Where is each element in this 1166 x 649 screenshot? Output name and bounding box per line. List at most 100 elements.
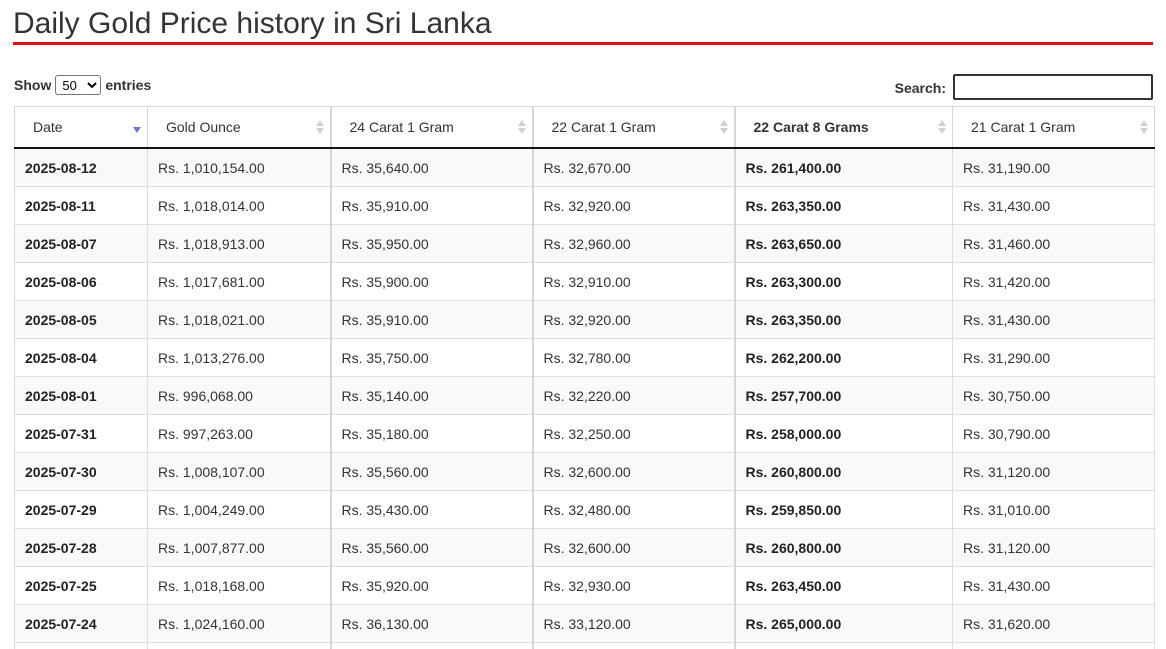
cell-22-carat-1-gram: Rs. 32,910.00 bbox=[531, 262, 735, 301]
cell-22-carat-1-gram: Rs. 32,780.00 bbox=[531, 338, 735, 377]
cell-24-carat-1-gram: Rs. 35,910.00 bbox=[329, 300, 533, 339]
cell-gold-ounce: Rs. 1,017,681.00 bbox=[147, 262, 331, 301]
column-header-gold-ounce[interactable]: Gold Ounce bbox=[147, 106, 331, 149]
table-header-row: Date Gold Ounce 24 Carat 1 Gram 22 Carat… bbox=[14, 106, 1155, 149]
cell-24-carat-1-gram: Rs. 35,920.00 bbox=[329, 566, 533, 605]
cell-gold-ounce: Rs. 1,013,276.00 bbox=[147, 338, 331, 377]
sort-descending-icon bbox=[133, 120, 141, 136]
title-underline bbox=[13, 42, 1153, 45]
cell-22-carat-8-grams: Rs. 257,700.00 bbox=[733, 376, 953, 415]
cell-date: 2025-08-05 bbox=[14, 300, 148, 339]
cell-22-carat-8-grams: Rs. 265,000.00 bbox=[733, 604, 953, 643]
column-header-label: Date bbox=[33, 119, 63, 135]
cell-date: 2025-07-29 bbox=[14, 490, 148, 529]
column-header-24-carat-1-gram[interactable]: 24 Carat 1 Gram bbox=[329, 106, 533, 149]
column-header-label: 21 Carat 1 Gram bbox=[971, 119, 1076, 135]
table-row: 2025-08-07 Rs. 1,018,913.00 Rs. 35,950.0… bbox=[14, 224, 1155, 263]
cell-21-carat-1-gram: Rs. 31,120.00 bbox=[952, 452, 1155, 491]
cell-gold-ounce: Rs. 1,004,249.00 bbox=[147, 490, 331, 529]
cell-21-carat-1-gram: Rs. 31,430.00 bbox=[952, 300, 1155, 339]
table-row: 2025-07-30 Rs. 1,008,107.00 Rs. 35,560.0… bbox=[14, 452, 1155, 491]
search-label: Search: bbox=[894, 80, 946, 96]
cell-gold-ounce: Rs. 996,068.00 bbox=[147, 376, 331, 415]
cell-24-carat-1-gram: Rs. 35,430.00 bbox=[329, 490, 533, 529]
cell-22-carat-1-gram: Rs. 32,480.00 bbox=[531, 490, 735, 529]
cell-22-carat-8-grams: Rs. 263,350.00 bbox=[733, 300, 953, 339]
table-row: 2025-08-11 Rs. 1,018,014.00 Rs. 35,910.0… bbox=[14, 186, 1155, 225]
column-header-label: Gold Ounce bbox=[166, 119, 241, 135]
cell-22-carat-1-gram: Rs. 32,600.00 bbox=[531, 452, 735, 491]
cell-24-carat-1-gram: Rs. 35,140.00 bbox=[329, 376, 533, 415]
cell-21-carat-1-gram: Rs. 30,790.00 bbox=[952, 414, 1155, 453]
cell-gold-ounce: Rs. 1,008,107.00 bbox=[147, 452, 331, 491]
cell-22-carat-8-grams bbox=[733, 642, 953, 649]
cell-22-carat-1-gram: Rs. 32,920.00 bbox=[531, 300, 735, 339]
cell-gold-ounce: Rs. 1,018,021.00 bbox=[147, 300, 331, 339]
cell-22-carat-1-gram: Rs. 32,220.00 bbox=[531, 376, 735, 415]
search-input[interactable] bbox=[953, 74, 1153, 100]
cell-date: 2025-08-11 bbox=[14, 186, 148, 225]
page-length-control: Show 50 entries bbox=[14, 75, 151, 95]
column-header-label: 24 Carat 1 Gram bbox=[349, 119, 454, 135]
cell-22-carat-8-grams: Rs. 263,650.00 bbox=[733, 224, 953, 263]
cell-24-carat-1-gram: Rs. 35,560.00 bbox=[329, 528, 533, 567]
cell-22-carat-8-grams: Rs. 262,200.00 bbox=[733, 338, 953, 377]
cell-gold-ounce: Rs. 1,024,160.00 bbox=[147, 604, 331, 643]
sort-both-icon bbox=[517, 120, 526, 136]
cell-21-carat-1-gram: Rs. 31,010.00 bbox=[952, 490, 1155, 529]
cell-gold-ounce: Rs. 997,263.00 bbox=[147, 414, 331, 453]
cell-24-carat-1-gram: Rs. 35,950.00 bbox=[329, 224, 533, 263]
cell-22-carat-8-grams: Rs. 263,350.00 bbox=[733, 186, 953, 225]
table-row: 2025-07-24 Rs. 1,024,160.00 Rs. 36,130.0… bbox=[14, 604, 1155, 643]
cell-21-carat-1-gram bbox=[952, 642, 1155, 649]
cell-22-carat-1-gram: Rs. 32,600.00 bbox=[531, 528, 735, 567]
table-row: 2025-08-12 Rs. 1,010,154.00 Rs. 35,640.0… bbox=[14, 148, 1155, 187]
cell-date: 2025-08-01 bbox=[14, 376, 148, 415]
cell-21-carat-1-gram: Rs. 31,290.00 bbox=[952, 338, 1155, 377]
table-row: 2025-08-01 Rs. 996,068.00 Rs. 35,140.00 … bbox=[14, 376, 1155, 415]
column-header-22-carat-8-grams[interactable]: 22 Carat 8 Grams bbox=[733, 106, 953, 149]
search-control: Search: bbox=[895, 74, 1153, 100]
cell-gold-ounce: Rs. 1,018,168.00 bbox=[147, 566, 331, 605]
cell-date: 2025-07-25 bbox=[14, 566, 148, 605]
page-length-select[interactable]: 50 bbox=[55, 75, 102, 95]
cell-date: 2025-07-28 bbox=[14, 528, 148, 567]
cell-22-carat-1-gram: Rs. 32,670.00 bbox=[531, 148, 735, 187]
cell-24-carat-1-gram: Rs. 35,640.00 bbox=[329, 148, 533, 187]
cell-date: 2025-07-31 bbox=[14, 414, 148, 453]
column-header-22-carat-1-gram[interactable]: 22 Carat 1 Gram bbox=[531, 106, 735, 149]
cell-24-carat-1-gram bbox=[329, 642, 533, 649]
cell-24-carat-1-gram: Rs. 35,560.00 bbox=[329, 452, 533, 491]
cell-21-carat-1-gram: Rs. 31,430.00 bbox=[952, 566, 1155, 605]
cell-22-carat-8-grams: Rs. 263,450.00 bbox=[733, 566, 953, 605]
cell-22-carat-8-grams: Rs. 260,800.00 bbox=[733, 452, 953, 491]
cell-21-carat-1-gram: Rs. 31,120.00 bbox=[952, 528, 1155, 567]
table-body: 2025-08-12 Rs. 1,010,154.00 Rs. 35,640.0… bbox=[14, 148, 1155, 649]
sort-both-icon bbox=[315, 120, 324, 136]
cell-date: 2025-08-06 bbox=[14, 262, 148, 301]
column-header-21-carat-1-gram[interactable]: 21 Carat 1 Gram bbox=[952, 106, 1155, 149]
cell-22-carat-8-grams: Rs. 263,300.00 bbox=[733, 262, 953, 301]
cell-22-carat-1-gram: Rs. 32,960.00 bbox=[531, 224, 735, 263]
cell-24-carat-1-gram: Rs. 35,750.00 bbox=[329, 338, 533, 377]
cell-24-carat-1-gram: Rs. 35,910.00 bbox=[329, 186, 533, 225]
column-header-date[interactable]: Date bbox=[14, 106, 148, 149]
cell-22-carat-8-grams: Rs. 258,000.00 bbox=[733, 414, 953, 453]
table-row bbox=[14, 642, 1155, 649]
price-table-wrapper: Date Gold Ounce 24 Carat 1 Gram 22 Carat… bbox=[14, 106, 1155, 649]
page-title: Daily Gold Price history in Sri Lanka bbox=[13, 7, 492, 40]
table-row: 2025-08-04 Rs. 1,013,276.00 Rs. 35,750.0… bbox=[14, 338, 1155, 377]
cell-date: 2025-07-30 bbox=[14, 452, 148, 491]
show-label: Show bbox=[14, 77, 52, 93]
cell-date: 2025-08-12 bbox=[14, 148, 148, 187]
cell-21-carat-1-gram: Rs. 31,620.00 bbox=[952, 604, 1155, 643]
cell-22-carat-1-gram: Rs. 33,120.00 bbox=[531, 604, 735, 643]
cell-21-carat-1-gram: Rs. 31,460.00 bbox=[952, 224, 1155, 263]
table-row: 2025-07-31 Rs. 997,263.00 Rs. 35,180.00 … bbox=[14, 414, 1155, 453]
sort-both-icon bbox=[938, 120, 946, 136]
cell-22-carat-1-gram: Rs. 32,920.00 bbox=[531, 186, 735, 225]
cell-gold-ounce bbox=[147, 642, 331, 649]
cell-22-carat-8-grams: Rs. 260,800.00 bbox=[733, 528, 953, 567]
cell-gold-ounce: Rs. 1,010,154.00 bbox=[147, 148, 331, 187]
